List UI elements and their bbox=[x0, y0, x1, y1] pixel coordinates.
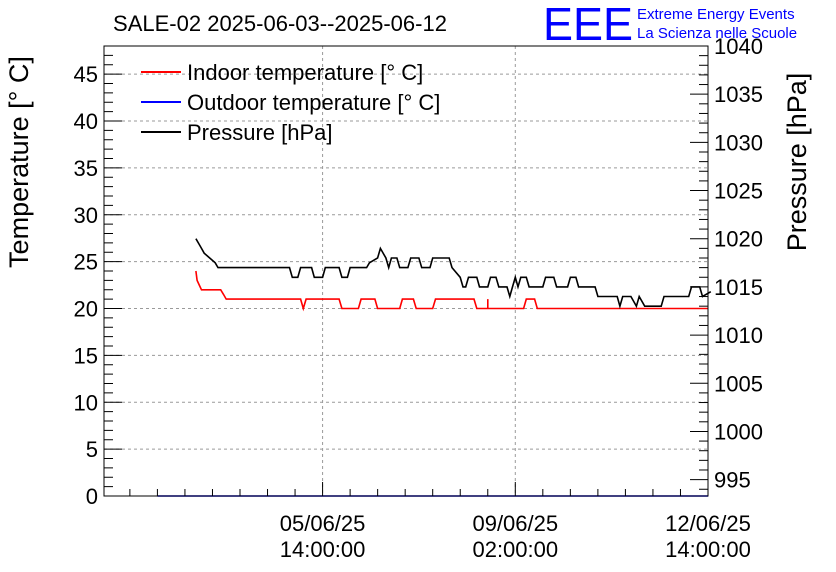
series-line-1 bbox=[195, 270, 708, 312]
y2-tick-label: 1040 bbox=[714, 34, 763, 59]
y-tick-label: 5 bbox=[86, 437, 98, 462]
y-tick-label: 20 bbox=[74, 297, 98, 322]
axes: 0510152025303540459951000100510101015102… bbox=[74, 34, 763, 562]
x-tick-time: 14:00:00 bbox=[280, 537, 366, 562]
y-tick-label: 30 bbox=[74, 203, 98, 228]
y2-tick-label: 995 bbox=[714, 468, 751, 493]
x-tick-date: 05/06/25 bbox=[280, 511, 366, 536]
y2-tick-label: 1000 bbox=[714, 419, 763, 444]
x-tick-date: 09/06/25 bbox=[472, 511, 558, 536]
x-tick-time: 14:00:00 bbox=[665, 537, 751, 562]
legend-label-2: Outdoor temperature [° C] bbox=[187, 90, 440, 115]
y-tick-label: 35 bbox=[74, 156, 98, 181]
y-tick-label: 10 bbox=[74, 390, 98, 415]
y-tick-label: 25 bbox=[74, 250, 98, 275]
eee-logo-line2: La Scienza nelle Scuole bbox=[637, 25, 797, 42]
y2-tick-label: 1015 bbox=[714, 275, 763, 300]
y2-tick-label: 1020 bbox=[714, 227, 763, 252]
x-tick-time: 02:00:00 bbox=[472, 537, 558, 562]
y2-tick-label: 1025 bbox=[714, 179, 763, 204]
chart-title: SALE-02 2025-06-03--2025-06-12 bbox=[113, 11, 447, 36]
grid bbox=[104, 46, 708, 496]
y2-tick-label: 1035 bbox=[714, 82, 763, 107]
y-tick-label: 40 bbox=[74, 109, 98, 134]
legend-label-3: Pressure [hPa] bbox=[187, 120, 333, 145]
legend-label-1: Indoor temperature [° C] bbox=[187, 60, 423, 85]
y2-axis-label: Pressure [hPa] bbox=[782, 73, 812, 252]
legend: Indoor temperature [° C] Outdoor temperat… bbox=[141, 60, 440, 145]
y2-tick-label: 1005 bbox=[714, 371, 763, 396]
y-tick-label: 15 bbox=[74, 343, 98, 368]
y2-tick-label: 1030 bbox=[714, 130, 763, 155]
y-tick-label: 0 bbox=[86, 484, 98, 509]
eee-logo-mark: EEE bbox=[543, 0, 633, 50]
eee-logo: EEE Extreme Energy Events La Scienza nel… bbox=[543, 0, 797, 50]
series-line-3 bbox=[195, 238, 712, 310]
x-tick-date: 12/06/25 bbox=[665, 511, 751, 536]
y2-tick-label: 1010 bbox=[714, 323, 763, 348]
y-tick-label: 45 bbox=[74, 62, 98, 87]
y-axis-label: Temperature [° C] bbox=[4, 56, 34, 268]
eee-logo-line1: Extreme Energy Events bbox=[637, 6, 795, 23]
